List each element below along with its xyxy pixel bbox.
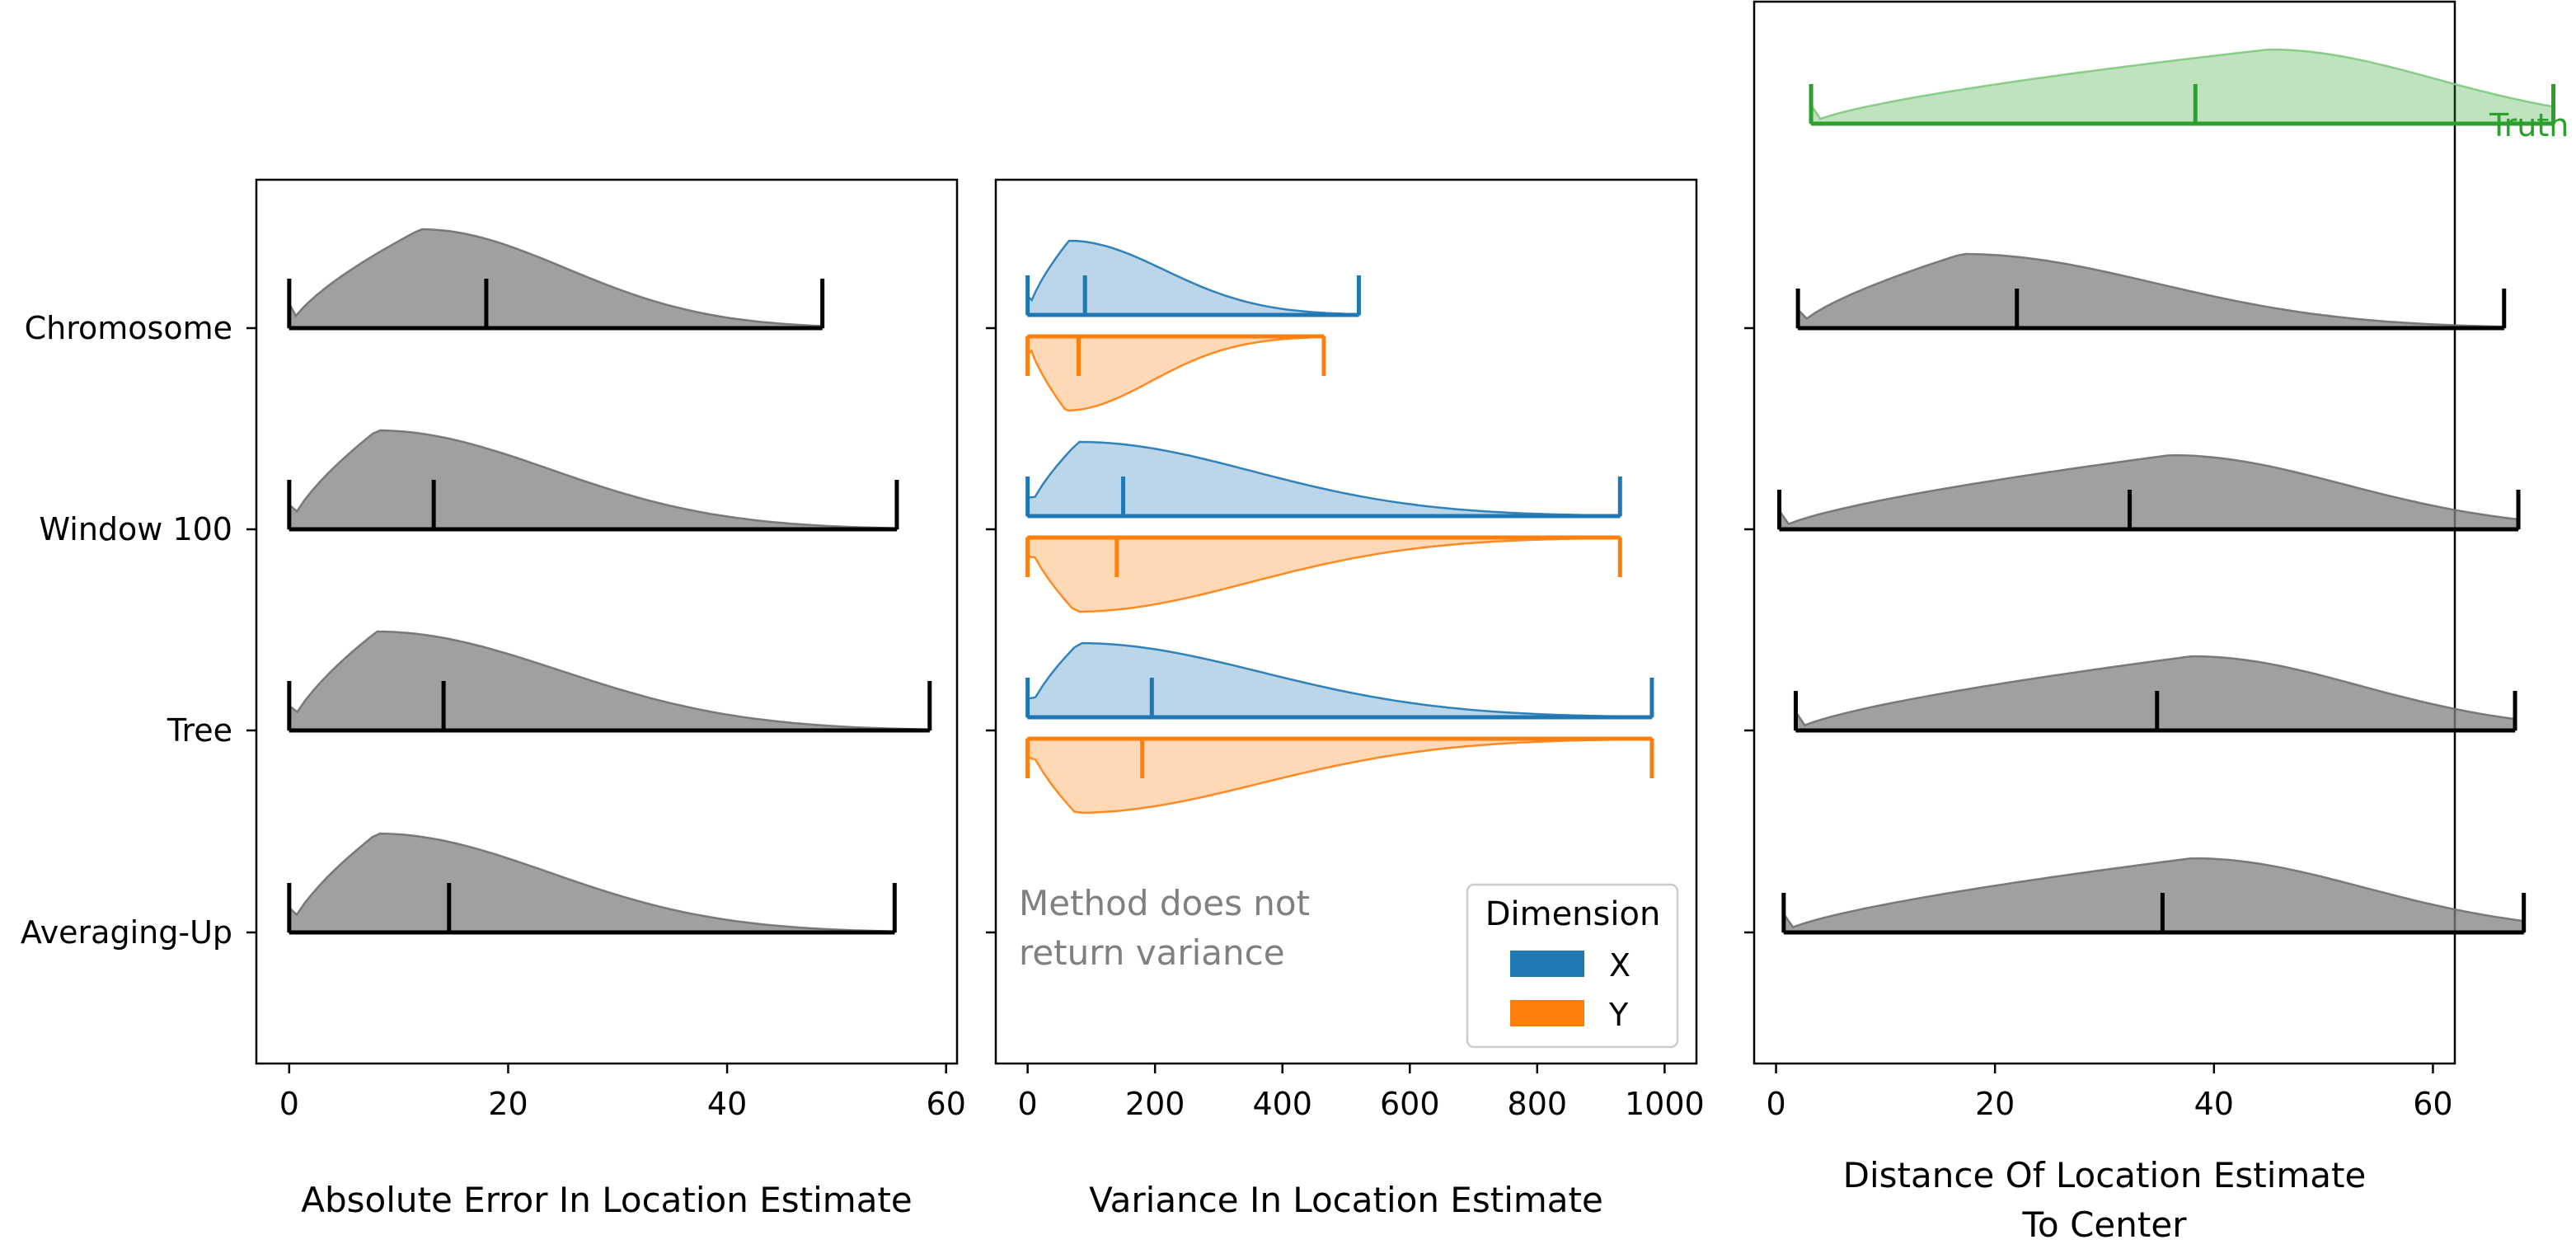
violin-averaging-up <box>1782 857 2525 934</box>
violin-tree <box>288 630 931 732</box>
violin-chromosome <box>288 228 823 330</box>
panel-2-xtick-label: 400 <box>1252 1086 1312 1122</box>
panel-3-xlabel-line2: To Center <box>2022 1204 2188 1245</box>
violin-window-100 <box>288 429 899 531</box>
panel-3-xtick-label: 0 <box>1766 1086 1785 1122</box>
panel-1-xtick-label: 0 <box>279 1086 299 1122</box>
violin-x-chromosome <box>1026 239 1360 317</box>
category-label-truth: Truth <box>2489 107 2569 143</box>
no-variance-annotation-line1: Method does not <box>1019 883 1310 923</box>
violin-chromosome <box>1796 252 2506 330</box>
violin-averaging-up <box>288 832 896 934</box>
legend-swatch-y <box>1510 1000 1584 1026</box>
violin-y-window-100 <box>1026 536 1621 613</box>
legend-label-y: Y <box>1608 997 1629 1033</box>
panel-3-xtick-label: 40 <box>2194 1086 2234 1122</box>
legend-title: Dimension <box>1485 895 1661 933</box>
panel-2-xlabel: Variance In Location Estimate <box>1089 1180 1603 1220</box>
panel-2-xtick-label: 0 <box>1018 1086 1038 1122</box>
legend-swatch-x <box>1510 951 1584 977</box>
panel-2-xtick-label: 600 <box>1380 1086 1440 1122</box>
panel-3-frame <box>1753 0 2456 1065</box>
violin-truth <box>1809 48 2555 125</box>
violin-x-window-100 <box>1026 440 1621 518</box>
panel-3-xtick-label: 20 <box>1975 1086 2015 1122</box>
category-label-tree: Tree <box>167 712 232 749</box>
category-label-window-100: Window 100 <box>40 511 232 547</box>
legend-label-x: X <box>1609 947 1631 984</box>
panel-2-xtick-label: 1000 <box>1625 1086 1705 1122</box>
panel-2-frame <box>994 178 1698 1065</box>
category-label-averaging-up: Averaging-Up <box>21 914 232 951</box>
panel-1-xtick-label: 40 <box>707 1086 747 1122</box>
no-variance-annotation-line2: return variance <box>1019 932 1285 973</box>
panel-3-xlabel-line1: Distance Of Location Estimate <box>1843 1155 2367 1195</box>
violin-y-chromosome <box>1026 335 1326 412</box>
violin-window-100 <box>1778 453 2520 531</box>
panel-1-xlabel: Absolute Error In Location Estimate <box>301 1180 913 1220</box>
category-label-chromosome: Chromosome <box>25 310 232 346</box>
panel-1-frame <box>255 178 959 1065</box>
legend: Dimension X Y <box>1466 883 1679 1049</box>
panel-1-xtick-label: 60 <box>927 1086 966 1122</box>
panel-1-xtick-label: 20 <box>488 1086 528 1122</box>
violin-x-tree <box>1026 641 1654 719</box>
panel-3-xtick-label: 60 <box>2413 1086 2452 1122</box>
panel-2-xtick-label: 200 <box>1125 1086 1185 1122</box>
violin-y-tree <box>1026 737 1654 815</box>
panel-2-xtick-label: 800 <box>1508 1086 1568 1122</box>
